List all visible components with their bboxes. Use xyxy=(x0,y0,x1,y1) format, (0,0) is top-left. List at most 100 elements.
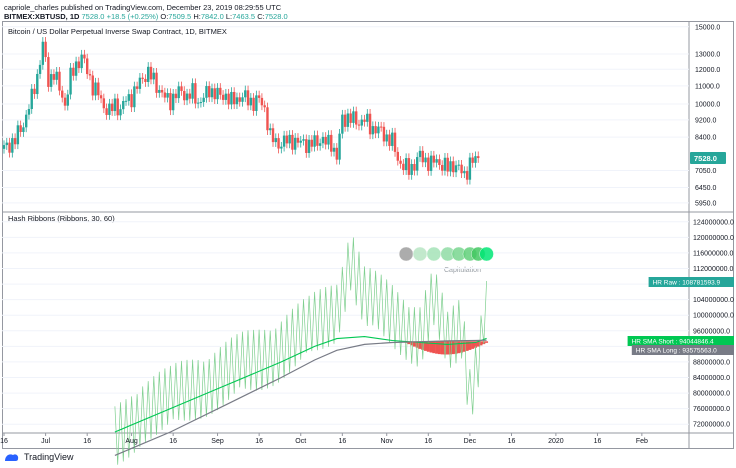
x-tick-label: 16 xyxy=(424,438,432,445)
hr-sma-long-line xyxy=(114,339,487,456)
candle-body xyxy=(443,157,447,171)
price-pane-title: Bitcoin / US Dollar Perpetual Inverse Sw… xyxy=(8,27,227,36)
candle-body xyxy=(257,95,261,98)
candle-body xyxy=(291,134,294,150)
brand-name: TradingView xyxy=(24,452,74,462)
candle-body xyxy=(11,138,14,153)
candle-body xyxy=(269,128,272,131)
candle-body xyxy=(299,140,302,143)
candle-body xyxy=(471,157,474,163)
candle-body xyxy=(177,86,180,99)
candle-body xyxy=(435,159,438,163)
candle-body xyxy=(22,127,25,132)
low-label: L: xyxy=(225,12,233,21)
candle-body xyxy=(227,93,230,105)
candle-body xyxy=(327,134,330,145)
candle-body xyxy=(432,155,436,163)
candle-body xyxy=(91,75,94,96)
candle-body xyxy=(144,78,147,83)
candle-body xyxy=(210,88,214,98)
tradingview-footer[interactable]: TradingView xyxy=(4,452,74,462)
capitulation-marker xyxy=(426,246,442,262)
price-tick-label: 6450.0 xyxy=(695,185,717,192)
candle-body xyxy=(363,119,366,122)
indicator-tick-label: 96000000.0 xyxy=(693,328,730,335)
price-tick-label: 9200.0 xyxy=(695,117,717,124)
candle-body xyxy=(163,92,167,98)
candle-body xyxy=(171,93,175,111)
candle-body xyxy=(152,72,155,80)
price-tick-label: 15000.0 xyxy=(695,24,720,31)
series-badge-text: HR Raw : 108781593.9 xyxy=(653,280,721,287)
candle-body xyxy=(318,143,322,146)
indicator-tick-label: 100000000.0 xyxy=(693,313,734,320)
candle-body xyxy=(5,142,8,146)
candle-body xyxy=(407,158,411,175)
candle-body xyxy=(413,163,416,171)
x-tick-label: 16 xyxy=(0,438,8,445)
candle-body xyxy=(61,90,64,98)
ohlc-line: BITMEX:XBTUSD, 1D 7528.0 +18.5 (+0.25%) … xyxy=(4,12,288,21)
candle-body xyxy=(130,94,133,108)
candle-body xyxy=(282,135,286,147)
candle-body xyxy=(446,157,449,172)
candle-body xyxy=(463,171,466,174)
candle-body xyxy=(80,54,83,69)
candle-body xyxy=(24,114,28,128)
candle-body xyxy=(166,93,169,98)
last-price-badge xyxy=(690,152,726,165)
indicator-tick-label: 116000000.0 xyxy=(693,250,733,257)
candle-body xyxy=(77,61,81,69)
candle-body xyxy=(440,164,444,171)
series-badge xyxy=(627,336,734,346)
high-value: 7842.0 xyxy=(200,12,224,21)
candle-body xyxy=(343,114,347,127)
candle-body xyxy=(99,95,103,99)
candle-body xyxy=(113,98,117,112)
x-tick-label: Aug xyxy=(125,438,138,445)
candle-body xyxy=(221,94,225,100)
candle-body xyxy=(477,156,480,159)
indicator-tick-label: 72000000.0 xyxy=(693,422,730,429)
candle-body xyxy=(36,73,39,95)
x-tick-label: 16 xyxy=(338,438,346,445)
candle-body xyxy=(452,161,455,173)
candle-body xyxy=(338,133,341,160)
high-label: H: xyxy=(193,12,201,21)
candle-body xyxy=(293,137,297,150)
price-tick-label: 5950.0 xyxy=(695,200,717,207)
candle-body xyxy=(33,88,36,95)
price-tick-label: 8400.0 xyxy=(695,135,717,142)
x-tick-label: 16 xyxy=(169,438,177,445)
candle-body xyxy=(255,95,258,111)
candle-body xyxy=(399,160,402,164)
candle-body xyxy=(332,147,336,152)
candle-body xyxy=(97,82,100,96)
candle-body xyxy=(305,139,308,153)
candle-body xyxy=(155,72,158,93)
candle-body xyxy=(271,128,275,143)
x-tick-label: Feb xyxy=(636,438,648,445)
candle-body xyxy=(321,136,325,144)
candle-body xyxy=(341,114,344,134)
indicator-tick-label: 112000000.0 xyxy=(693,266,733,273)
candle-body xyxy=(316,135,319,146)
candle-body xyxy=(468,157,472,180)
candle-body xyxy=(122,101,125,110)
candle-body xyxy=(352,111,355,123)
candle-body xyxy=(416,157,419,171)
candle-body xyxy=(141,77,144,79)
candle-body xyxy=(410,163,413,175)
candle-body xyxy=(371,126,375,135)
candle-body xyxy=(38,64,42,74)
low-value: 7463.5 xyxy=(232,12,256,21)
candle-body xyxy=(366,113,369,122)
candle-body xyxy=(252,97,255,111)
candle-body xyxy=(313,135,316,147)
chart-frame xyxy=(2,21,734,449)
candle-body xyxy=(138,77,142,89)
candle-body xyxy=(454,165,458,173)
hr-raw-line xyxy=(114,237,487,465)
candle-body xyxy=(205,86,208,98)
